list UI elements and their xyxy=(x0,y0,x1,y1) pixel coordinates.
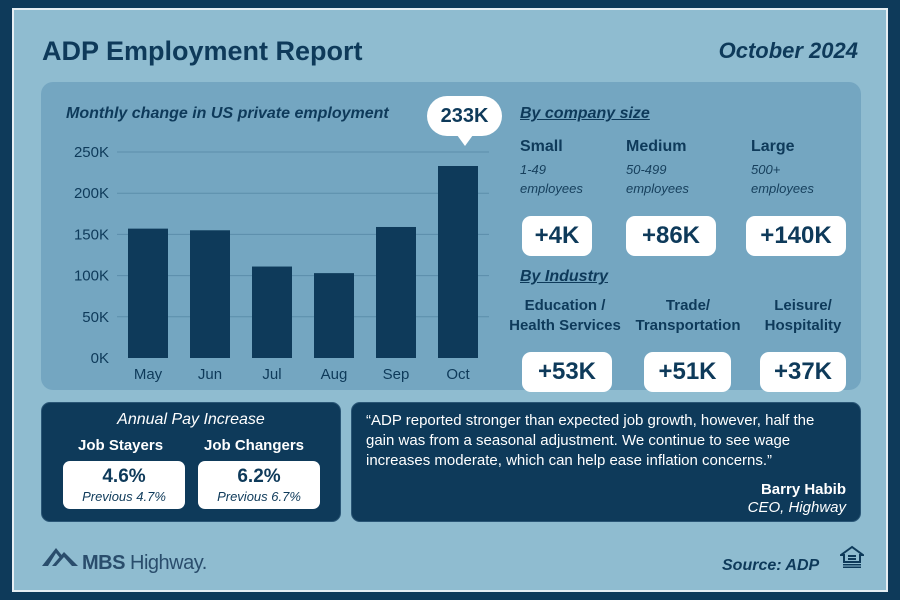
quote-author: Barry Habib xyxy=(760,481,846,498)
job-stayers-previous: Previous 4.7% xyxy=(82,489,166,504)
x-tick-label: Aug xyxy=(321,366,348,383)
bar xyxy=(190,230,230,358)
quote-attribution: Barry Habib CEO, Highway xyxy=(748,481,846,516)
industry-leisure-line2: Hospitality xyxy=(764,317,842,334)
y-tick-label: 0K xyxy=(91,350,109,367)
quote-author-role: CEO, Highway xyxy=(747,499,846,516)
company-size-heading: By company size xyxy=(520,105,650,122)
bar xyxy=(314,273,354,358)
bar xyxy=(438,166,478,358)
bar xyxy=(252,266,292,358)
bar xyxy=(128,228,168,358)
industry-trade-line2: Transportation xyxy=(635,317,741,334)
industry-education-line1: Education / xyxy=(524,297,606,314)
y-tick-label: 50K xyxy=(82,309,109,326)
bar-chart: 0K 50K 100K 150K 200K 250K May Jun Jul Aug Sep Oct xyxy=(74,144,489,383)
company-large-value: +140K xyxy=(746,216,846,256)
main-panel: 0K 50K 100K 150K 200K 250K May Jun Jul Aug Sep Oct … xyxy=(41,82,861,392)
page-title: ADP Employment Report xyxy=(42,36,363,66)
x-tick-label: May xyxy=(134,366,163,383)
report-date: October 2024 xyxy=(718,38,858,63)
industry-leisure-line1: Leisure/ xyxy=(774,297,832,314)
company-medium-range: 50-499 xyxy=(626,162,667,177)
y-tick-label: 150K xyxy=(74,226,109,243)
company-large-unit: employees xyxy=(751,181,814,196)
industry-leisure: Leisure/ Hospitality xyxy=(751,296,855,336)
company-large-name: Large xyxy=(751,138,795,155)
logo-light-text: Highway. xyxy=(130,552,207,574)
company-small-unit: employees xyxy=(520,181,583,196)
job-stayers-value: 4.6% xyxy=(102,466,146,487)
chart-title: Monthly change in US private employment xyxy=(66,105,389,122)
y-tick-label: 100K xyxy=(74,268,109,285)
x-tick-label: Jun xyxy=(198,366,222,383)
equal-housing-icon xyxy=(840,545,864,568)
company-medium: Medium 50-499 employees xyxy=(626,138,689,198)
job-stayers-card: 4.6% Previous 4.7% xyxy=(63,461,185,509)
industry-education-value: +53K xyxy=(522,352,612,392)
pay-title: Annual Pay Increase xyxy=(117,411,265,428)
company-large-range: 500+ xyxy=(751,162,781,177)
company-large: Large 500+ employees xyxy=(751,138,814,198)
industry-trade-line1: Trade/ xyxy=(665,297,711,314)
job-changers-label: Job Changers xyxy=(204,437,305,454)
y-tick-label: 250K xyxy=(74,144,109,161)
job-changers-previous: Previous 6.7% xyxy=(217,489,301,504)
job-changers-card: 6.2% Previous 6.7% xyxy=(198,461,320,509)
company-medium-unit: employees xyxy=(626,181,689,196)
bar xyxy=(376,226,416,358)
quote-text: “ADP reported stronger than expected job… xyxy=(366,412,815,469)
industry-education-line2: Health Services xyxy=(509,317,621,334)
x-tick-label: Jul xyxy=(262,366,281,383)
logo-bold-text: MBS xyxy=(82,552,125,574)
industry-education: Education / Health Services xyxy=(503,296,627,336)
job-changers-value: 6.2% xyxy=(237,466,281,487)
x-tick-label: Oct xyxy=(446,366,470,383)
company-small-value: +4K xyxy=(522,216,592,256)
y-tick-label: 200K xyxy=(74,185,109,202)
industry-heading: By Industry xyxy=(520,268,609,285)
job-stayers-label: Job Stayers xyxy=(78,437,164,454)
company-small-range: 1-49 xyxy=(520,162,547,177)
report-card: ADP Employment Report October 2024 0K 50K… xyxy=(12,8,888,592)
source-label: Source: ADP xyxy=(722,557,820,574)
company-small: Small 1-49 employees xyxy=(520,138,583,198)
industry-leisure-value: +37K xyxy=(760,352,846,392)
company-medium-value: +86K xyxy=(626,216,716,256)
oct-value-callout: 233K xyxy=(427,96,502,146)
pay-increase-box: Annual Pay Increase Job Stayers Job Chan… xyxy=(41,402,341,522)
x-tick-label: Sep xyxy=(383,366,410,383)
industry-trade-value: +51K xyxy=(644,352,731,392)
mbs-highway-logo: MBS Highway. xyxy=(82,552,207,575)
company-medium-name: Medium xyxy=(626,138,687,155)
quote-box: “ADP reported stronger than expected job… xyxy=(351,402,861,522)
company-small-name: Small xyxy=(520,138,563,155)
industry-trade: Trade/ Transportation xyxy=(626,296,750,336)
mbs-highway-logo-icon xyxy=(42,548,78,566)
